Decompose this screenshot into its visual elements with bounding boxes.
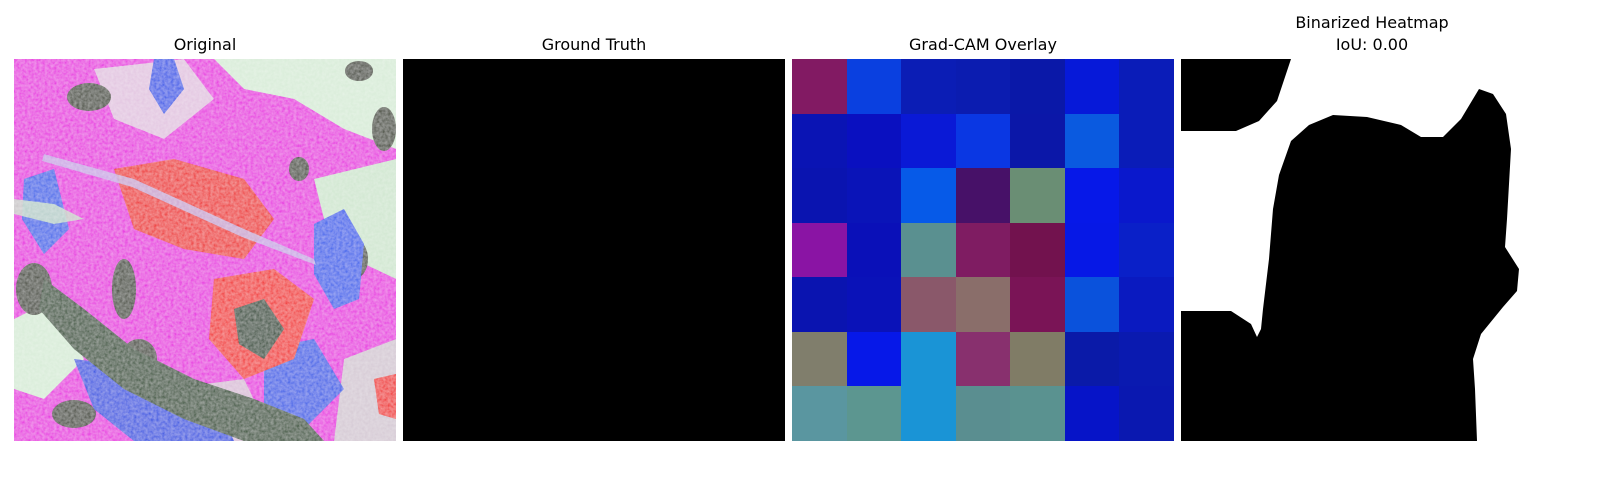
panel-gradcam: Grad-CAM Overlay bbox=[792, 0, 1174, 500]
gradcam-cell bbox=[1065, 114, 1119, 168]
gradcam-cell bbox=[956, 59, 1010, 114]
gradcam-cell bbox=[901, 59, 956, 114]
gradcam-cell bbox=[901, 223, 956, 277]
gradcam-cell bbox=[1065, 168, 1119, 223]
gradcam-cell bbox=[1010, 223, 1065, 277]
panel-binarized: Binarized Heatmap IoU: 0.00 bbox=[1181, 0, 1563, 500]
panel-title: Binarized Heatmap bbox=[1295, 13, 1449, 32]
gradcam-cell bbox=[847, 114, 901, 168]
gradcam-cell bbox=[847, 223, 901, 277]
gradcam-cell bbox=[1119, 386, 1174, 441]
panel-title: Ground Truth bbox=[541, 35, 647, 54]
gradcam-cell bbox=[847, 386, 901, 441]
gradcam-cell bbox=[792, 386, 847, 441]
gradcam-cell bbox=[792, 168, 847, 223]
gradcam-cell bbox=[1065, 59, 1119, 114]
gradcam-cell bbox=[1119, 223, 1174, 277]
gradcam-cell bbox=[847, 168, 901, 223]
panel-title: Grad-CAM Overlay bbox=[909, 35, 1057, 54]
panel-ground-truth: Ground Truth bbox=[403, 0, 785, 500]
panel-original: Original bbox=[14, 0, 396, 500]
gradcam-cell bbox=[1010, 168, 1065, 223]
gradcam-cell bbox=[792, 59, 847, 114]
panel-title: Original bbox=[173, 35, 237, 54]
gradcam-cell bbox=[1010, 332, 1065, 386]
gradcam-cell bbox=[956, 332, 1010, 386]
gradcam-cell bbox=[901, 332, 956, 386]
iou-label: IoU: 0.00 bbox=[1335, 35, 1409, 54]
gradcam-cell bbox=[1119, 168, 1174, 223]
gradcam-cell bbox=[847, 59, 901, 114]
gradcam-cell bbox=[1119, 59, 1174, 114]
gradcam-cell bbox=[1119, 277, 1174, 332]
gradcam-cell bbox=[847, 277, 901, 332]
gradcam-cell bbox=[792, 114, 847, 168]
gradcam-cell bbox=[1119, 114, 1174, 168]
gradcam-cell bbox=[1065, 223, 1119, 277]
gradcam-cell bbox=[1065, 332, 1119, 386]
gradcam-cell bbox=[956, 114, 1010, 168]
gradcam-cell bbox=[792, 223, 847, 277]
gradcam-cell bbox=[901, 277, 956, 332]
gradcam-cell bbox=[1065, 386, 1119, 441]
binarized-heatmap bbox=[1181, 59, 1563, 441]
gradcam-cell bbox=[1010, 386, 1065, 441]
ground-truth-mask bbox=[403, 59, 785, 441]
gradcam-cell bbox=[901, 386, 956, 441]
gradcam-cell bbox=[1010, 59, 1065, 114]
gradcam-cell bbox=[956, 168, 1010, 223]
gradcam-cell bbox=[956, 277, 1010, 332]
gradcam-cell bbox=[1119, 332, 1174, 386]
original-image bbox=[14, 59, 396, 441]
gradcam-cell bbox=[1065, 277, 1119, 332]
gradcam-cell bbox=[1010, 114, 1065, 168]
gradcam-cell bbox=[847, 332, 901, 386]
gradcam-cell bbox=[901, 168, 956, 223]
gradcam-cell bbox=[956, 386, 1010, 441]
gradcam-cell bbox=[1010, 277, 1065, 332]
gradcam-cell bbox=[956, 223, 1010, 277]
gradcam-cell bbox=[792, 277, 847, 332]
gradcam-cell bbox=[901, 114, 956, 168]
gradcam-overlay bbox=[792, 59, 1174, 441]
gradcam-cell bbox=[792, 332, 847, 386]
